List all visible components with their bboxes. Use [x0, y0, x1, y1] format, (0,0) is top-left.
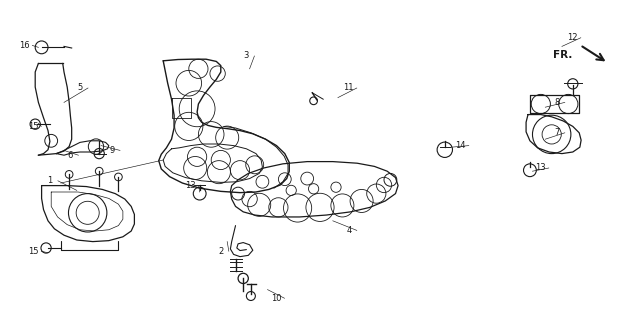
Text: 11: 11 [344, 84, 354, 92]
Text: 5: 5 [77, 84, 83, 92]
Text: 7: 7 [554, 128, 559, 137]
Text: 14: 14 [456, 141, 466, 150]
Text: 10: 10 [271, 294, 282, 303]
Text: 6: 6 [68, 151, 73, 160]
Text: 3: 3 [244, 52, 249, 60]
Text: 15: 15 [28, 247, 38, 256]
Text: 8: 8 [554, 98, 559, 107]
Text: 4: 4 [346, 226, 351, 235]
Text: 9: 9 [109, 146, 115, 155]
Text: 15: 15 [28, 122, 38, 131]
Text: 16: 16 [19, 41, 29, 50]
Text: 13: 13 [186, 181, 196, 190]
Text: FR.: FR. [552, 50, 572, 60]
Text: 2: 2 [218, 247, 223, 256]
Text: 13: 13 [536, 164, 546, 172]
Text: 1: 1 [47, 176, 52, 185]
Text: 12: 12 [568, 33, 578, 42]
